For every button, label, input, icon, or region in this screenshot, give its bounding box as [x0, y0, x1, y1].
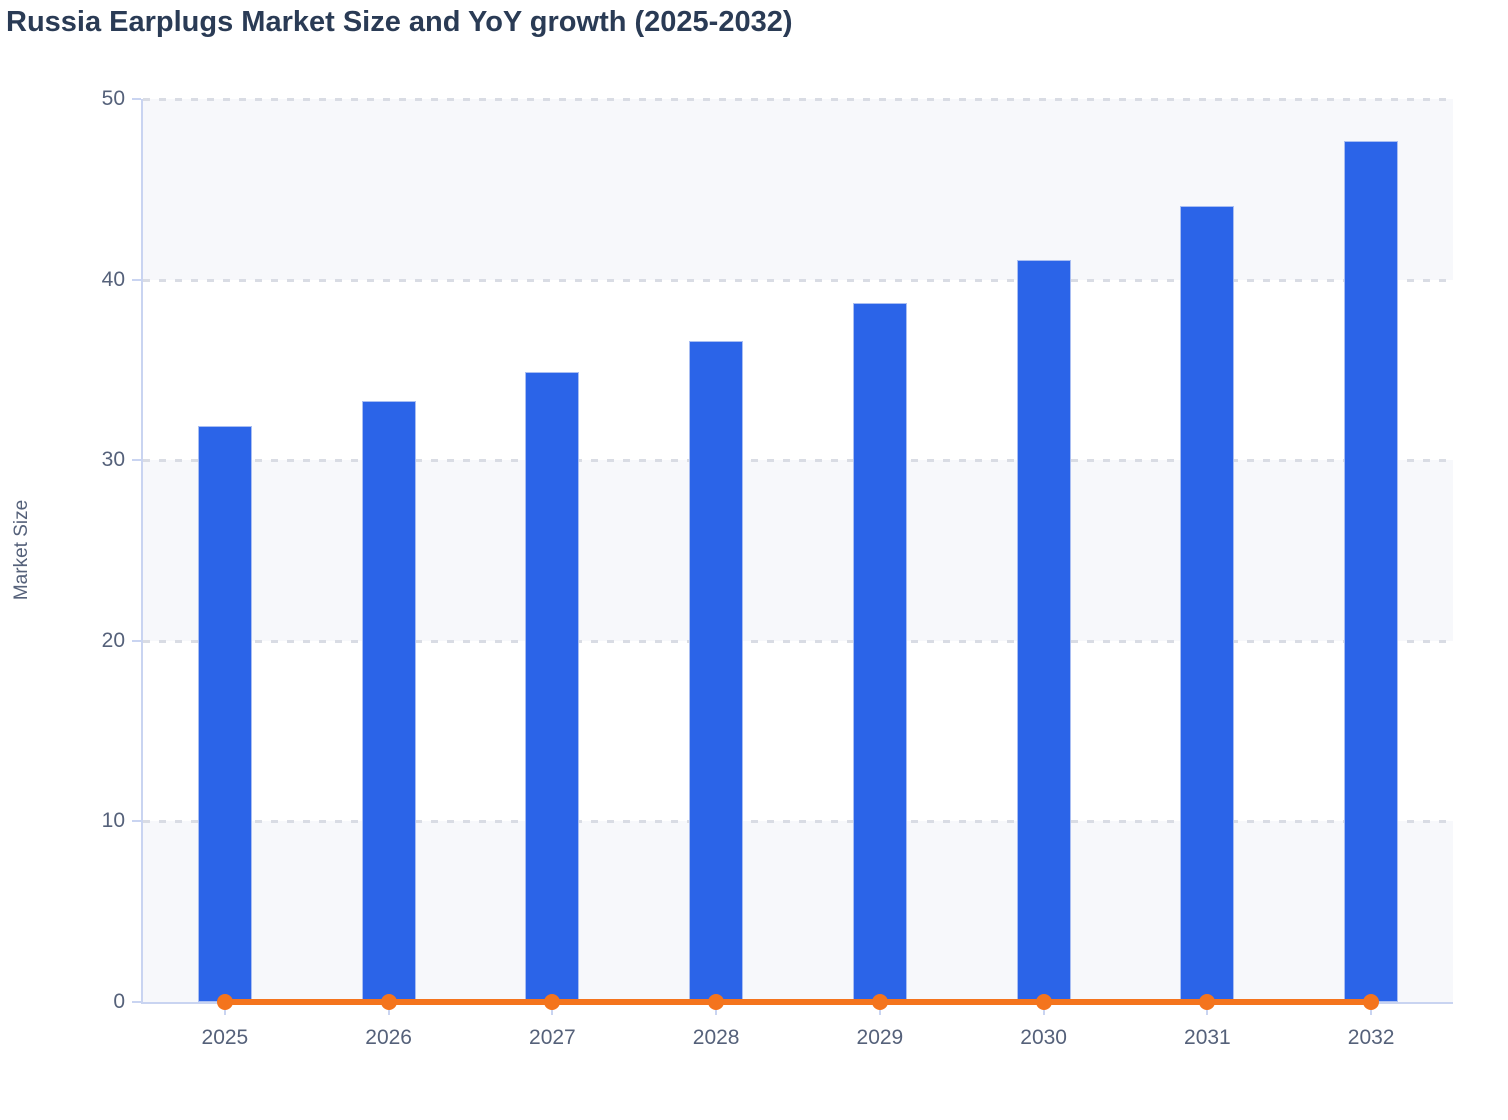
x-axis-tick-label: 2026: [365, 1026, 412, 1049]
y-axis-tick-label: 40: [101, 267, 125, 291]
yoy-line: [224, 999, 1372, 1005]
gridline: [143, 639, 1453, 643]
yoy-line-marker[interactable]: [380, 994, 397, 1010]
bar[interactable]: [689, 341, 744, 1002]
y-axis-tick-label: 30: [101, 448, 125, 472]
chart-title: Russia Earplugs Market Size and YoY grow…: [6, 6, 793, 38]
plot-band: [143, 279, 1453, 461]
y-axis-tick-label: 0: [113, 990, 125, 1013]
bar[interactable]: [1016, 259, 1071, 1002]
x-axis-tick-label: 2030: [1020, 1026, 1067, 1049]
plot-band: [143, 99, 1453, 280]
y-axis-tick: [132, 1001, 141, 1003]
bar[interactable]: [525, 371, 580, 1002]
x-axis-tick-label: 2028: [692, 1026, 740, 1049]
x-axis-tick-label: 2029: [856, 1026, 904, 1049]
y-axis-title: Market Size: [11, 499, 32, 601]
gridline: [143, 459, 1453, 463]
bar[interactable]: [361, 400, 416, 1002]
y-axis-tick: [132, 278, 141, 281]
bar[interactable]: [1344, 140, 1399, 1002]
bar[interactable]: [852, 303, 907, 1002]
bar[interactable]: [197, 425, 252, 1002]
plot-band: [143, 640, 1453, 822]
x-axis-tick-label: 2027: [529, 1026, 576, 1049]
yoy-line-marker[interactable]: [544, 994, 561, 1010]
gridline: [143, 820, 1453, 824]
x-axis-tick-label: 2031: [1184, 1026, 1231, 1049]
gridline: [143, 98, 1453, 101]
yoy-line-marker[interactable]: [708, 994, 725, 1010]
plot-band: [143, 460, 1453, 641]
yoy-line-marker[interactable]: [1199, 994, 1216, 1010]
x-axis-tick-label: 2032: [1347, 1026, 1395, 1049]
gridline: [143, 278, 1453, 282]
yoy-line-marker[interactable]: [1035, 994, 1052, 1010]
y-axis-tick: [132, 98, 141, 100]
x-axis-tick-label: 2025: [201, 1026, 249, 1049]
y-axis-tick-label: 10: [101, 809, 125, 833]
y-axis-tick: [132, 820, 141, 823]
yoy-line-marker[interactable]: [1363, 994, 1380, 1010]
y-axis-tick: [132, 459, 141, 462]
y-axis-tick: [132, 639, 141, 642]
yoy-line-marker[interactable]: [871, 994, 888, 1010]
y-axis-tick-label: 50: [101, 87, 125, 110]
y-axis-tick-label: 20: [101, 628, 125, 652]
yoy-line-marker[interactable]: [216, 994, 233, 1010]
bar[interactable]: [1180, 205, 1235, 1002]
y-axis-line: [141, 99, 143, 1004]
plot-band: [143, 821, 1453, 1002]
